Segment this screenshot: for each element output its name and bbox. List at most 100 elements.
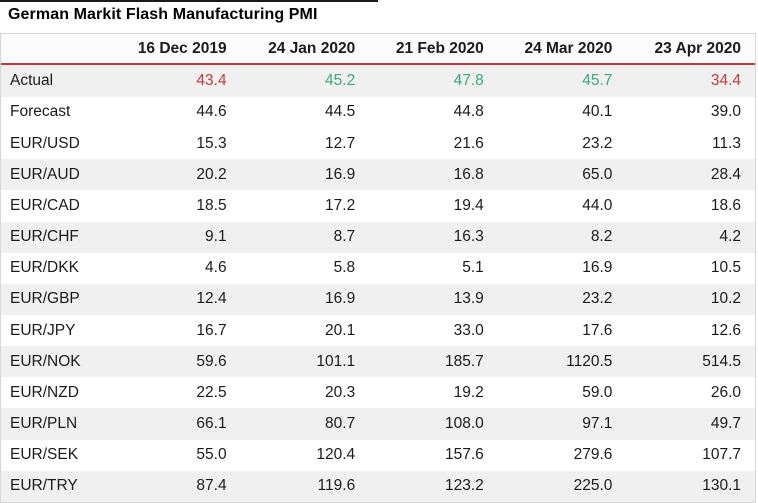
value-cell: 9.1 [205, 228, 227, 246]
table-row-eur-pln: EUR/PLN 66.1 80.7 108.0 97.1 49.7 [1, 408, 755, 440]
value-cell: 123.2 [444, 477, 484, 495]
value-cell: 11.3 [711, 134, 741, 152]
value-cell: 16.9 [325, 290, 356, 308]
value-cell: 44.5 [325, 103, 356, 121]
value-cell: 44.8 [453, 103, 484, 121]
value-cell: 21.6 [453, 134, 484, 152]
table-body: Actual 43.4 45.2 47.8 45.7 34.4 Forecast 44.6 44… [1, 64, 755, 502]
value-cell: 4.2 [719, 228, 741, 246]
value-cell: 18.6 [710, 196, 741, 214]
row-label: EUR/TRY [10, 477, 78, 495]
value-cell: 80.7 [325, 415, 356, 433]
column-header: 21 Feb 2020 [369, 34, 498, 65]
row-label: EUR/JPY [10, 321, 76, 339]
value-cell: 12.6 [710, 321, 741, 339]
value-cell: 19.4 [453, 196, 484, 214]
value-cell: 5.1 [462, 259, 484, 277]
value-cell: 16.3 [453, 228, 484, 246]
table-row-forecast: Forecast 44.6 44.5 44.8 40.1 39.0 [1, 97, 755, 128]
row-label: Forecast [10, 103, 71, 121]
corner-cell [1, 34, 112, 65]
value-cell: 20.1 [325, 321, 356, 339]
table-row-actual: Actual 43.4 45.2 47.8 45.7 34.4 [1, 64, 755, 97]
table-row-eur-jpy: EUR/JPY 16.7 20.1 33.0 17.6 12.6 [1, 315, 755, 346]
value-cell: 10.5 [710, 259, 741, 277]
value-cell: 185.7 [444, 352, 484, 370]
value-cell: 120.4 [316, 446, 356, 464]
value-cell: 514.5 [702, 352, 741, 370]
value-cell: 225.0 [573, 477, 613, 495]
value-cell: 26.0 [710, 383, 741, 401]
row-label: EUR/USD [10, 134, 80, 152]
value-cell: 47.8 [453, 71, 484, 89]
row-label: EUR/CAD [10, 196, 80, 214]
value-cell: 20.2 [196, 165, 227, 183]
value-cell: 45.7 [582, 71, 613, 89]
value-cell: 20.3 [325, 383, 356, 401]
value-cell: 87.4 [196, 477, 227, 495]
value-cell: 279.6 [573, 446, 613, 464]
row-label: EUR/CHF [10, 228, 79, 246]
value-cell: 44.0 [582, 196, 613, 214]
row-label: EUR/GBP [10, 290, 80, 308]
row-label: EUR/SEK [10, 446, 79, 464]
value-cell: 157.6 [444, 446, 484, 464]
value-cell: 16.7 [196, 321, 227, 339]
column-header: 24 Jan 2020 [240, 34, 370, 65]
page-title: German Markit Flash Manufacturing PMI [8, 6, 318, 23]
table-row-eur-cad: EUR/CAD 18.5 17.2 19.4 44.0 18.6 [1, 190, 755, 221]
value-cell: 59.0 [582, 383, 613, 401]
table-row-eur-chf: EUR/CHF 9.1 8.7 16.3 8.2 4.2 [1, 221, 755, 253]
top-divider [0, 0, 378, 2]
value-cell: 5.8 [333, 259, 356, 277]
value-cell: 55.0 [196, 446, 227, 464]
value-cell: 40.1 [582, 103, 613, 121]
value-cell: 17.6 [582, 321, 613, 339]
table-row-eur-aud: EUR/AUD 20.2 16.9 16.8 65.0 28.4 [1, 159, 755, 191]
row-label: EUR/AUD [10, 165, 80, 183]
table-row-eur-nzd: EUR/NZD 22.5 20.3 19.2 59.0 26.0 [1, 377, 755, 408]
value-cell: 17.2 [325, 196, 356, 214]
value-cell: 130.1 [702, 477, 741, 495]
value-cell: 39.0 [710, 103, 741, 121]
row-label: EUR/NZD [10, 383, 79, 401]
value-cell: 34.4 [710, 71, 741, 89]
value-cell: 1120.5 [566, 352, 613, 370]
value-cell: 107.7 [702, 446, 741, 464]
table-row-eur-usd: EUR/USD 15.3 12.7 21.6 23.2 11.3 [1, 128, 755, 159]
value-cell: 4.6 [205, 259, 227, 277]
row-label: EUR/DKK [10, 259, 79, 277]
value-cell: 12.4 [196, 290, 227, 308]
value-cell: 28.4 [710, 165, 741, 183]
value-cell: 8.7 [333, 228, 356, 246]
value-cell: 65.0 [582, 165, 613, 183]
value-cell: 33.0 [453, 321, 484, 339]
value-cell: 59.6 [196, 352, 227, 370]
column-header: 24 Mar 2020 [497, 34, 627, 65]
value-cell: 15.3 [196, 134, 227, 152]
table-row-eur-try: EUR/TRY 87.4 119.6 123.2 225.0 130.1 [1, 470, 755, 502]
pmi-table-container: 16 Dec 2019 24 Jan 2020 21 Feb 2020 24 Mar … [0, 33, 756, 503]
table-row-eur-nok: EUR/NOK 59.6 101.1 185.7 1120.5 514.5 [1, 346, 755, 378]
value-cell: 12.7 [325, 134, 356, 152]
value-cell: 97.1 [582, 415, 613, 433]
row-label: EUR/NOK [10, 352, 81, 370]
value-cell: 10.2 [710, 290, 741, 308]
value-cell: 66.1 [196, 415, 227, 433]
value-cell: 44.6 [196, 103, 227, 121]
table-header-row: 16 Dec 2019 24 Jan 2020 21 Feb 2020 24 Mar … [1, 34, 755, 65]
value-cell: 45.2 [325, 71, 356, 89]
table-row-eur-dkk: EUR/DKK 4.6 5.8 5.1 16.9 10.5 [1, 253, 755, 284]
value-cell: 23.2 [582, 290, 613, 308]
value-cell: 49.7 [710, 415, 741, 433]
value-cell: 43.4 [196, 71, 227, 89]
value-cell: 101.1 [316, 352, 356, 370]
row-label: EUR/PLN [10, 415, 78, 433]
value-cell: 119.6 [317, 477, 356, 495]
table-row-eur-gbp: EUR/GBP 12.4 16.9 13.9 23.2 10.2 [1, 283, 755, 315]
value-cell: 13.9 [453, 290, 484, 308]
value-cell: 16.9 [582, 259, 613, 277]
column-header: 23 Apr 2020 [626, 34, 755, 65]
value-cell: 8.2 [590, 228, 613, 246]
